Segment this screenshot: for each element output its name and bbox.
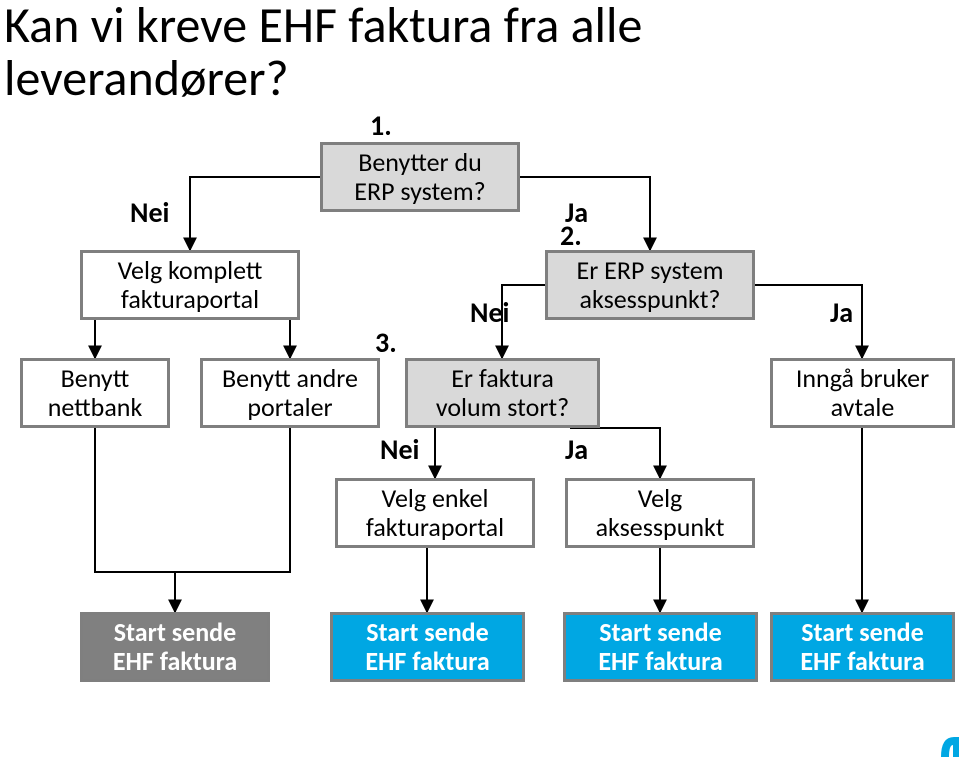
q3-line2: volum stort? (436, 391, 569, 423)
q1-line1: Benytter du (358, 146, 482, 178)
velg-aksess-line2: aksesspunkt (596, 511, 725, 543)
action-benytt-andre: Benytt andreportaler (200, 358, 380, 428)
q3-line1: Er faktura (451, 362, 554, 394)
edge-label-q1-nei: Nei (130, 195, 169, 230)
decision-q3: Er fakturavolum stort? (405, 358, 600, 428)
edge-label-q3-ja: Ja (565, 432, 588, 467)
end-start-sende-4: Start sendeEHF faktura (770, 612, 955, 682)
action-benytt-nettbank: Benyttnettbank (20, 358, 170, 428)
edge-label-q2-nei: Nei (470, 295, 509, 330)
end-start-sende-1: Start sendeEHF faktura (80, 612, 270, 682)
end4-line1: Start sende (801, 616, 923, 648)
decision-q1: Benytter duERP system? (320, 142, 520, 212)
q1-line2: ERP system? (354, 175, 485, 207)
end1-line2: EHF faktura (113, 645, 237, 677)
benytt-nettbank-line1: Benytt (61, 362, 130, 394)
end-start-sende-2: Start sendeEHF faktura (330, 612, 525, 682)
inngaa-line1: Inngå bruker (796, 362, 929, 394)
action-velg-aksess: Velgaksesspunkt (565, 478, 755, 548)
step-number-3: 3. (375, 325, 397, 360)
inngaa-line2: avtale (831, 391, 895, 423)
edge-label-q3-nei: Nei (380, 432, 419, 467)
q2-line1: Er ERP system (577, 254, 724, 286)
velg-enkel-line1: Velg enkel (382, 482, 489, 514)
benytt-nettbank-line2: nettbank (48, 391, 143, 423)
step-number-1: 1. (370, 108, 392, 143)
action-velg-komplett: Velg komplettfakturaportal (80, 250, 300, 320)
decision-q2: Er ERP systemaksesspunkt? (545, 250, 755, 320)
q2-line2: aksesspunkt? (580, 283, 721, 315)
edge-label-q1-ja: Ja (565, 195, 588, 230)
end3-line1: Start sende (599, 616, 721, 648)
action-inngaa: Inngå brukeravtale (770, 358, 955, 428)
benytt-andre-line2: portaler (247, 391, 332, 423)
action-velg-enkel: Velg enkelfakturaportal (335, 478, 535, 548)
end2-line2: EHF faktura (365, 645, 489, 677)
velg-aksess-line1: Velg (638, 482, 683, 514)
end4-line2: EHF faktura (800, 645, 924, 677)
velg-enkel-line2: fakturaportal (366, 511, 504, 543)
benytt-andre-line1: Benytt andre (222, 362, 358, 394)
velg-komplett-line2: fakturaportal (121, 283, 259, 315)
velg-komplett-line1: Velg komplett (118, 254, 263, 286)
end2-line1: Start sende (366, 616, 488, 648)
edge-label-q2-ja: Ja (830, 295, 853, 330)
end3-line2: EHF faktura (598, 645, 722, 677)
end-start-sende-3: Start sendeEHF faktura (563, 612, 758, 682)
end1-line1: Start sende (114, 616, 236, 648)
